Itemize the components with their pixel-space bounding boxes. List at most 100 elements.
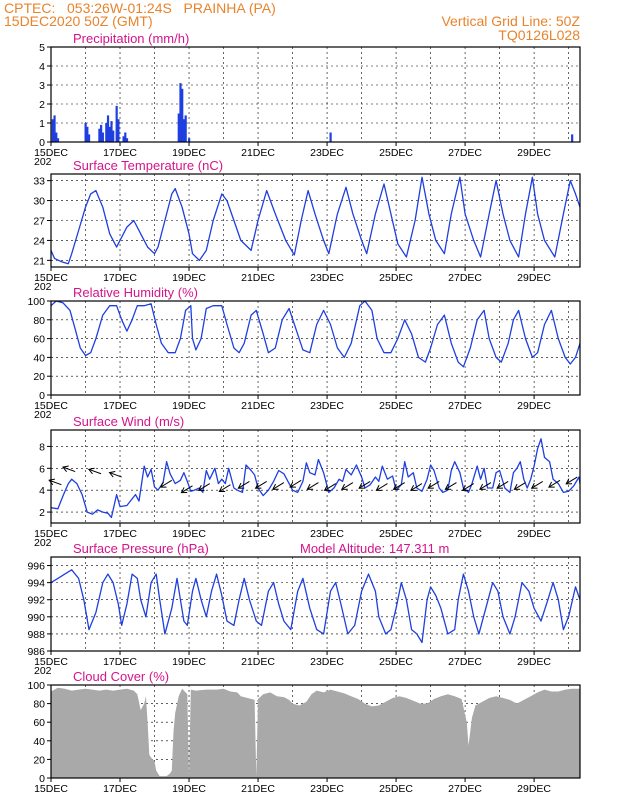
y-tick-label: 1 (39, 118, 45, 130)
wind-arrow-head (565, 478, 572, 485)
precip-bar (98, 128, 101, 142)
header-grid-note: Vertical Grid Line: 50Z (441, 13, 580, 29)
wind-arrow-head (427, 482, 434, 489)
y-tick-label: 996 (27, 561, 45, 573)
panel-frame (50, 173, 581, 268)
wind-arrow-head (513, 483, 521, 490)
wind-arrow-head (289, 481, 296, 488)
wind-arrow (238, 480, 250, 489)
wind-arrow (255, 480, 267, 489)
wind-arrow-head (180, 487, 188, 494)
x-tick-label: 27DEC (448, 147, 482, 159)
panel-title: Precipitation (mm/h) (73, 31, 189, 46)
wind-arrow-head (108, 470, 116, 478)
y-tick-label: 6 (39, 463, 45, 475)
wind-arrow-head (254, 482, 262, 489)
wind-arrow (324, 483, 336, 491)
wind-arrow-head (237, 482, 245, 489)
y-tick-label: 24 (33, 235, 45, 247)
x-tick-label: 17DEC (103, 147, 137, 159)
y-tick-label: 40 (33, 736, 45, 748)
series-line (50, 569, 581, 644)
wind-arrow-head (548, 481, 555, 488)
x-tick-label: 17DEC (103, 783, 137, 795)
wind-arrow (565, 476, 578, 485)
wind-arrow-head (306, 483, 314, 490)
wind-arrow (198, 483, 210, 491)
wind-arrow (109, 472, 122, 478)
precip-bar (105, 123, 108, 142)
x-tick-label: 29DEC (517, 272, 551, 284)
x-tick-label: 29DEC (517, 783, 551, 795)
x-tick-label: 29DEC (517, 656, 551, 668)
y-tick-label: 27 (33, 216, 45, 228)
wind-arrow (376, 483, 388, 491)
precip-bar (110, 121, 113, 142)
wind-arrow (410, 483, 423, 491)
x-tick-label: 23DEC (310, 147, 344, 159)
precip-bar (55, 132, 58, 142)
panel-frame (50, 300, 581, 396)
wind-arrow-head (159, 481, 167, 488)
panel-title: Surface Pressure (hPa) (73, 541, 209, 556)
year-label: 202 (34, 409, 52, 421)
precip-bar (84, 123, 87, 142)
panel-frame (50, 46, 581, 143)
x-tick-label: 15DEC (34, 272, 68, 284)
wind-arrow (427, 480, 440, 489)
precip-bar (177, 113, 180, 142)
x-tick-label: 27DEC (448, 783, 482, 795)
panel-frame (50, 684, 581, 779)
x-tick-label: 21DEC (241, 272, 275, 284)
x-tick-label: 17DEC (103, 656, 137, 668)
precip-bar (571, 134, 574, 142)
wind-arrow-head (87, 467, 95, 475)
wind-arrow (160, 479, 173, 488)
x-tick-label: 25DEC (379, 656, 413, 668)
precip-bar (125, 138, 129, 142)
wind-arrow (479, 482, 492, 490)
y-tick-label: 3 (39, 80, 45, 92)
x-tick-label: 27DEC (448, 528, 482, 540)
wind-arrow (445, 482, 457, 490)
panel-title: Cloud Cover (%) (73, 669, 169, 684)
wind-arrow (289, 479, 302, 488)
precip-bar (115, 105, 118, 142)
x-tick-label: 25DEC (379, 272, 413, 284)
wind-arrow (341, 482, 354, 490)
y-tick-label: 8 (39, 441, 45, 453)
wind-arrow (219, 484, 231, 492)
precip-bar (56, 138, 60, 142)
precip-bar (182, 119, 186, 142)
x-tick-label: 19DEC (172, 400, 206, 412)
cloud-area (51, 687, 580, 778)
y-tick-label: 40 (33, 352, 45, 364)
y-tick-label: 0 (39, 773, 45, 785)
y-tick-label: 988 (27, 629, 45, 641)
x-tick-label: 25DEC (379, 528, 413, 540)
wind-arrow-head (479, 483, 486, 490)
wind-arrow-head (410, 485, 417, 491)
header-code: TQ0126L028 (498, 27, 580, 43)
series-line (50, 300, 581, 368)
y-tick-label: 60 (33, 717, 45, 729)
y-tick-label: 986 (27, 646, 45, 658)
y-tick-label: 60 (33, 334, 45, 346)
precip-bar (100, 124, 103, 142)
panel-2 (47, 300, 581, 399)
year-label: 202 (34, 537, 52, 549)
precip-bar (122, 136, 125, 142)
y-tick-label: 2 (39, 99, 45, 111)
wind-arrow (62, 466, 76, 473)
precip-bar (112, 130, 115, 142)
y-tick-label: 992 (27, 595, 45, 607)
wind-arrow-head (496, 482, 503, 489)
panel-5 (47, 684, 581, 782)
panel-4 (47, 556, 581, 655)
y-tick-label: 4 (39, 61, 45, 73)
header-date: 15DEC2020 50Z (GMT) (4, 13, 153, 29)
y-tick-label: 100 (27, 296, 45, 308)
precip-bar (108, 126, 111, 142)
wind-arrow-head (392, 483, 400, 490)
x-tick-label: 21DEC (241, 783, 275, 795)
